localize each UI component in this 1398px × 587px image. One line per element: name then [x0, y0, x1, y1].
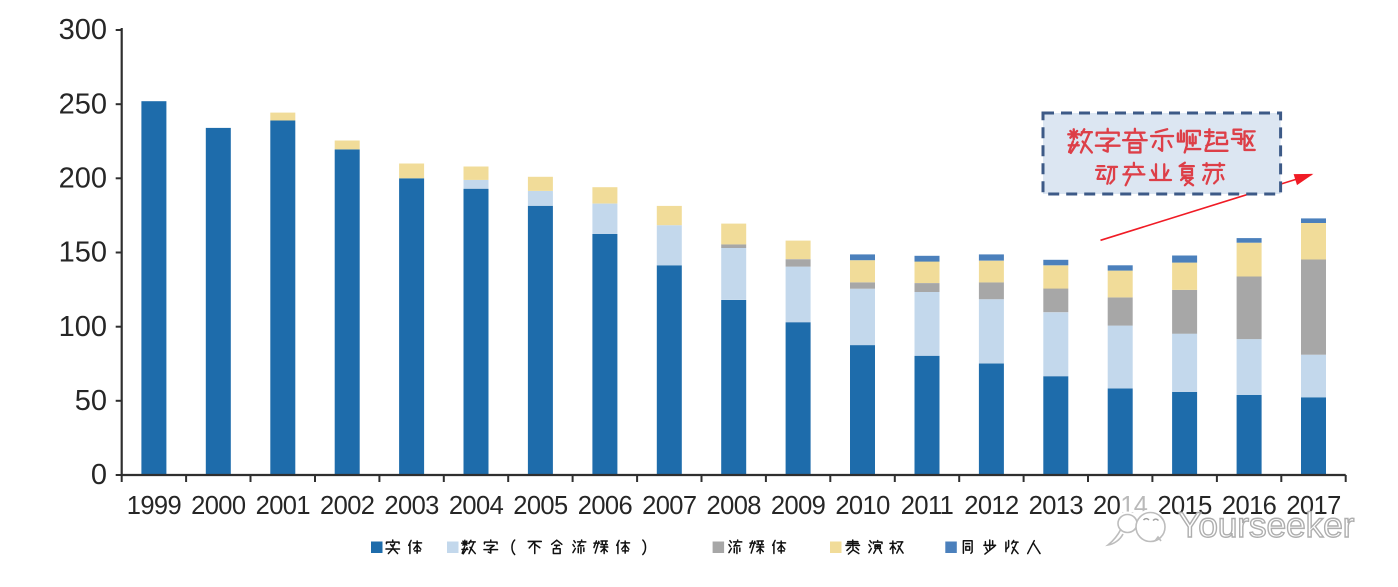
svg-text:2015: 2015: [1157, 492, 1212, 520]
svg-text:2000: 2000: [191, 492, 246, 520]
svg-text:2010: 2010: [835, 492, 890, 520]
svg-text:2012: 2012: [964, 492, 1018, 520]
svg-text:Yourseeker: Yourseeker: [1178, 505, 1355, 545]
svg-text:2006: 2006: [578, 492, 633, 520]
svg-text:2001: 2001: [256, 492, 310, 520]
svg-text:2017: 2017: [1286, 492, 1340, 520]
svg-text:2007: 2007: [642, 492, 696, 520]
svg-text:2002: 2002: [320, 492, 374, 520]
svg-text:1999: 1999: [127, 492, 181, 520]
svg-text:50: 50: [75, 385, 107, 417]
svg-text:2011: 2011: [901, 492, 953, 520]
svg-text:0: 0: [91, 459, 107, 491]
svg-text:200: 200: [59, 162, 107, 194]
svg-text:2004: 2004: [449, 492, 504, 520]
svg-text:2003: 2003: [384, 492, 439, 520]
svg-text:2008: 2008: [707, 492, 762, 520]
svg-text:300: 300: [59, 14, 107, 46]
svg-text:2016: 2016: [1222, 492, 1277, 520]
svg-text:2005: 2005: [513, 492, 568, 520]
svg-text:250: 250: [59, 88, 107, 120]
svg-text:100: 100: [59, 311, 107, 343]
svg-text:2009: 2009: [771, 492, 825, 520]
svg-text:150: 150: [59, 237, 107, 269]
svg-text:2013: 2013: [1029, 492, 1084, 520]
